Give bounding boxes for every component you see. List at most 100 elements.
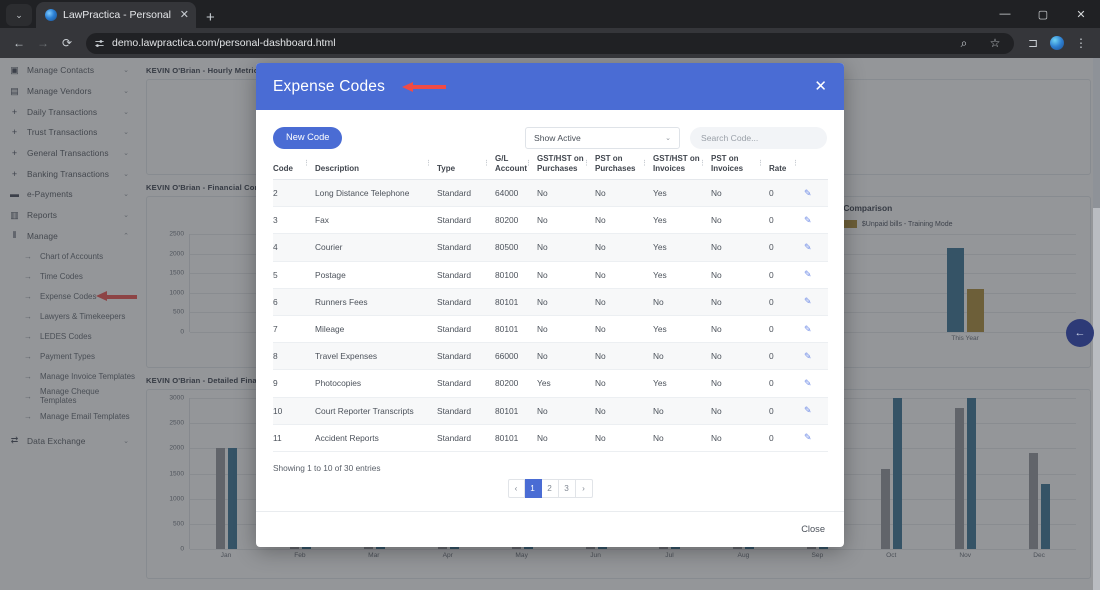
minimize-icon[interactable]: — <box>999 8 1011 20</box>
cell-pst-purchases: No <box>595 233 653 262</box>
cell-pst-invoices: No <box>711 315 769 344</box>
col-header-code[interactable]: Code ⋮ <box>273 154 315 180</box>
edit-icon[interactable]: ✎ <box>804 323 812 334</box>
cell-type: Standard <box>437 342 495 371</box>
sort-icon[interactable]: ⋮ <box>757 160 764 167</box>
browser-toolbar: ← → ⟳ demo.lawpractica.com/personal-dash… <box>0 28 1100 58</box>
cell-gl-account: 80101 <box>495 397 537 425</box>
table-row[interactable]: 3 Fax Standard 80200 No No Yes No 0 ✎ <box>273 206 828 235</box>
cell-actions[interactable]: ✎ <box>804 369 828 398</box>
sort-icon[interactable]: ⋮ <box>483 160 490 167</box>
col-header-gst-on-invoices[interactable]: GST/HST on Invoices ⋮ <box>653 154 711 180</box>
cell-pst-purchases: No <box>595 342 653 371</box>
table-row[interactable]: 5 Postage Standard 80100 No No Yes No 0 … <box>273 261 828 289</box>
modal-close-icon[interactable]: ✕ <box>814 78 827 95</box>
col-header-gl-account[interactable]: G/L Account ⋮ <box>495 154 537 180</box>
pagination-next[interactable]: › <box>575 478 593 498</box>
col-header-description[interactable]: Description ⋮ <box>315 154 437 180</box>
pagination-prev[interactable]: ‹ <box>507 478 525 498</box>
browser-menu-icon[interactable]: ⋮ <box>1075 36 1087 50</box>
back-icon[interactable]: ← <box>13 36 25 50</box>
table-row[interactable]: 7 Mileage Standard 80101 No No Yes No 0 … <box>273 315 828 344</box>
new-tab-button[interactable]: + <box>206 9 215 26</box>
cell-description: Court Reporter Transcripts <box>315 397 437 425</box>
cell-actions[interactable]: ✎ <box>804 206 828 235</box>
col-header-gst-on-purchases[interactable]: GST/HST on Purchases ⋮ <box>537 154 595 180</box>
edit-icon[interactable]: ✎ <box>804 269 812 280</box>
cell-pst-purchases: No <box>595 369 653 398</box>
tab-search-button[interactable]: ⌄ <box>6 4 32 26</box>
table-row[interactable]: 8 Travel Expenses Standard 66000 No No N… <box>273 342 828 371</box>
cell-rate: 0 <box>769 369 804 398</box>
chevron-down-icon: ⌄ <box>665 135 671 142</box>
status-filter-select[interactable]: Show Active ⌄ <box>525 127 680 149</box>
table-row[interactable]: 6 Runners Fees Standard 80101 No No No N… <box>273 288 828 316</box>
cell-gst-invoices: No <box>653 342 711 371</box>
edit-icon[interactable]: ✎ <box>804 432 812 443</box>
table-row[interactable]: 4 Courier Standard 80500 No No Yes No 0 … <box>273 233 828 262</box>
sort-icon[interactable]: ⋮ <box>699 160 706 167</box>
window-close-icon[interactable]: ✕ <box>1076 8 1086 21</box>
browser-tab[interactable]: LawPractica - Personal Dashboa ✕ <box>36 2 196 28</box>
sort-icon[interactable]: ⋮ <box>641 160 648 167</box>
close-icon[interactable]: ✕ <box>179 8 189 21</box>
edit-icon[interactable]: ✎ <box>804 405 812 416</box>
cell-rate: 0 <box>769 288 804 316</box>
cell-description: Postage <box>315 261 437 289</box>
edit-icon[interactable]: ✎ <box>804 214 812 225</box>
address-bar[interactable]: demo.lawpractica.com/personal-dashboard.… <box>86 32 1014 54</box>
extensions-icon[interactable]: ⊐ <box>1027 36 1039 50</box>
sort-icon[interactable]: ⋮ <box>303 160 310 167</box>
pagination-page-2[interactable]: 2 <box>541 478 559 498</box>
sort-icon[interactable]: ⋮ <box>425 160 432 167</box>
sort-icon[interactable]: ⋮ <box>792 160 799 167</box>
cell-actions[interactable]: ✎ <box>804 397 828 425</box>
pagination-page-1[interactable]: 1 <box>524 478 542 498</box>
cell-actions[interactable]: ✎ <box>804 424 828 452</box>
profile-avatar[interactable] <box>1046 32 1068 54</box>
cell-gst-purchases: No <box>537 342 595 371</box>
table-row[interactable]: 9 Photocopies Standard 80200 Yes No Yes … <box>273 369 828 398</box>
edit-icon[interactable]: ✎ <box>804 241 812 252</box>
forward-icon[interactable]: → <box>37 36 49 50</box>
cell-type: Standard <box>437 369 495 398</box>
page-scrollbar[interactable] <box>1093 58 1100 590</box>
cell-actions[interactable]: ✎ <box>804 342 828 371</box>
col-header-rate[interactable]: Rate ⋮ <box>769 154 804 180</box>
sort-icon[interactable]: ⋮ <box>525 160 532 167</box>
cell-type: Standard <box>437 233 495 262</box>
table-row[interactable]: 2 Long Distance Telephone Standard 64000… <box>273 179 828 208</box>
cell-actions[interactable]: ✎ <box>804 261 828 289</box>
col-header-pst-on-purchases[interactable]: PST on Purchases ⋮ <box>595 154 653 180</box>
cell-pst-purchases: No <box>595 288 653 316</box>
col-header-pst-on-invoices[interactable]: PST on Invoices ⋮ <box>711 154 769 180</box>
new-code-button[interactable]: New Code <box>273 127 343 149</box>
search-input[interactable]: Search Code... <box>690 127 827 149</box>
close-button[interactable]: Close <box>801 524 825 535</box>
edit-icon[interactable]: ✎ <box>804 377 812 388</box>
table-row[interactable]: 10 Court Reporter Transcripts Standard 8… <box>273 397 828 425</box>
pagination-page-3[interactable]: 3 <box>558 478 576 498</box>
cell-actions[interactable]: ✎ <box>804 288 828 316</box>
cell-actions[interactable]: ✎ <box>804 233 828 262</box>
table-row[interactable]: 11 Accident Reports Standard 80101 No No… <box>273 424 828 452</box>
edit-icon[interactable]: ✎ <box>804 350 812 361</box>
cell-gst-invoices: Yes <box>653 261 711 289</box>
bookmark-star-icon[interactable]: ☆ <box>989 36 1001 50</box>
sort-icon[interactable]: ⋮ <box>583 160 590 167</box>
col-header-type[interactable]: Type ⋮ <box>437 154 495 180</box>
cell-type: Standard <box>437 424 495 452</box>
reload-icon[interactable]: ⟳ <box>61 36 73 50</box>
cell-actions[interactable]: ✎ <box>804 315 828 344</box>
cell-gst-purchases: No <box>537 397 595 425</box>
edit-icon[interactable]: ✎ <box>804 296 812 307</box>
search-icon[interactable]: ⌕ <box>960 35 968 50</box>
collapse-sidebar-float-button[interactable]: ← <box>1066 319 1094 347</box>
maximize-icon[interactable]: ▢ <box>1037 8 1049 21</box>
col-line2: Account <box>495 164 527 173</box>
scrollbar-thumb[interactable] <box>1093 58 1100 208</box>
edit-icon[interactable]: ✎ <box>804 187 812 198</box>
cell-actions[interactable]: ✎ <box>804 179 828 208</box>
cell-rate: 0 <box>769 179 804 208</box>
